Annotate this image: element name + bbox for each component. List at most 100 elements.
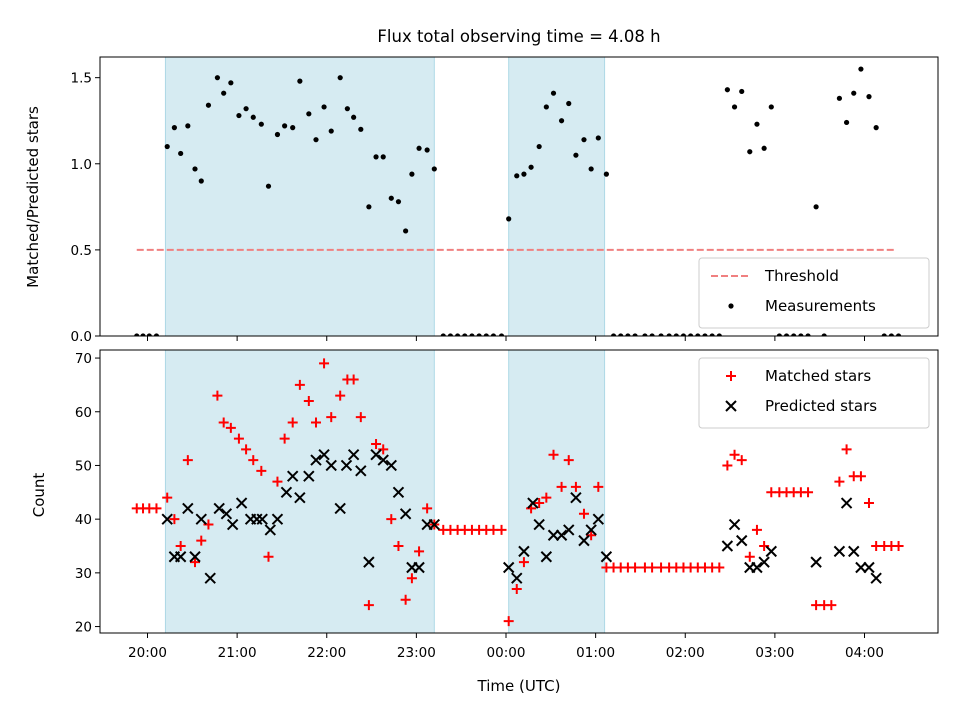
predicted-star-point xyxy=(392,486,405,499)
predicted-star-point xyxy=(428,518,441,531)
measurement-point xyxy=(821,333,827,336)
measurement-point xyxy=(573,152,579,158)
predicted-star-point xyxy=(182,502,194,515)
predicted-star-point xyxy=(363,556,375,568)
matched-star-point xyxy=(736,455,747,466)
matched-star-point xyxy=(714,562,725,573)
measurement-point xyxy=(290,125,296,131)
measurement-point xyxy=(798,333,804,336)
matched-star-point xyxy=(534,498,545,509)
measurement-point xyxy=(228,80,234,86)
legend-label: Predicted stars xyxy=(765,397,877,415)
measurement-point xyxy=(258,121,264,127)
legend-dot-swatch xyxy=(728,303,734,309)
measurement-point xyxy=(873,125,879,131)
measurement-point xyxy=(581,137,587,143)
measurement-point xyxy=(543,104,549,110)
measurement-point xyxy=(550,90,557,96)
measurement-point xyxy=(265,183,272,189)
y-tick-label: 60 xyxy=(75,405,92,421)
matched-star-point xyxy=(355,412,366,423)
measurement-point xyxy=(702,333,708,336)
matched-star-point xyxy=(841,444,852,455)
measurement-point xyxy=(403,228,409,234)
measurement-point xyxy=(866,94,872,100)
predicted-star-point xyxy=(736,534,748,547)
matched-star-point xyxy=(162,492,173,503)
predicted-star-point xyxy=(325,459,337,472)
matched-star-point xyxy=(893,541,904,552)
matched-star-point xyxy=(855,471,866,482)
measurement-point xyxy=(680,333,687,336)
x-tick-label: 20:00 xyxy=(128,645,167,661)
predicted-star-point xyxy=(174,551,187,563)
matched-star-point xyxy=(256,465,267,476)
matched-star-point xyxy=(744,551,755,562)
measurement-point xyxy=(506,216,512,222)
matched-star-point xyxy=(175,541,186,552)
measurement-point xyxy=(888,333,894,336)
x-tick-label: 21:00 xyxy=(218,645,257,661)
measurement-point xyxy=(747,149,753,155)
measurement-point xyxy=(313,137,319,143)
measurement-point xyxy=(754,121,760,127)
matched-star-point xyxy=(518,557,529,568)
y-tick-label: 20 xyxy=(75,620,92,636)
predicted-star-point xyxy=(721,540,734,552)
matched-star-point xyxy=(414,546,425,557)
matched-star-point xyxy=(759,541,770,552)
measurement-point xyxy=(153,333,160,336)
predicted-star-point xyxy=(863,561,875,574)
predicted-star-point xyxy=(399,508,412,520)
measurement-point xyxy=(514,173,520,179)
measurement-point xyxy=(409,171,415,177)
measurement-point xyxy=(388,195,394,201)
measurement-point xyxy=(805,333,811,336)
predicted-star-point xyxy=(213,502,225,515)
predicted-star-point xyxy=(840,497,853,509)
measurement-point xyxy=(171,125,177,131)
matched-star-point xyxy=(593,481,604,492)
series-matched-stars xyxy=(131,358,904,627)
measurement-point xyxy=(431,166,437,172)
measurement-point xyxy=(366,204,372,210)
legend-x-swatch xyxy=(725,400,737,412)
measurement-point xyxy=(205,102,212,108)
x-tick-label: 04:00 xyxy=(845,645,884,661)
legend-counts: Matched stars Predicted stars xyxy=(698,357,930,429)
x-axis-label: Time (UTC) xyxy=(477,677,561,695)
matched-star-point xyxy=(803,487,814,498)
matched-star-point xyxy=(541,492,552,503)
matched-star-point xyxy=(834,476,845,487)
matched-star-point xyxy=(647,562,658,573)
legend-plus-swatch xyxy=(726,371,736,381)
x-tick-label: 22:00 xyxy=(307,645,346,661)
measurement-point xyxy=(642,333,648,336)
measurement-point xyxy=(881,333,887,336)
measurement-point xyxy=(851,90,857,96)
measurement-point xyxy=(395,199,402,205)
measurement-point xyxy=(813,204,819,210)
predicted-star-point xyxy=(870,572,882,584)
chart-title: Flux total observing time = 4.08 h xyxy=(377,27,660,46)
predicted-star-point xyxy=(294,491,306,504)
measurement-point xyxy=(328,128,334,134)
matched-star-point xyxy=(279,433,290,444)
matched-star-point xyxy=(570,481,581,492)
observing-window-2 xyxy=(508,56,606,337)
measurement-point xyxy=(895,333,902,336)
predicted-star-point xyxy=(563,524,575,536)
measurement-point xyxy=(498,333,505,336)
predicted-star-point xyxy=(271,513,284,525)
matched-star-point xyxy=(400,594,411,605)
measurement-point xyxy=(282,123,288,129)
measurement-point xyxy=(198,178,204,184)
predicted-star-point xyxy=(810,556,822,568)
series-predicted-stars xyxy=(161,449,882,584)
predicted-star-point xyxy=(540,551,553,563)
measurement-point xyxy=(250,114,256,120)
predicted-star-point xyxy=(303,470,315,482)
predicted-star-point xyxy=(570,491,582,504)
measurement-point xyxy=(558,118,565,124)
y-tick-label: 30 xyxy=(75,566,92,582)
